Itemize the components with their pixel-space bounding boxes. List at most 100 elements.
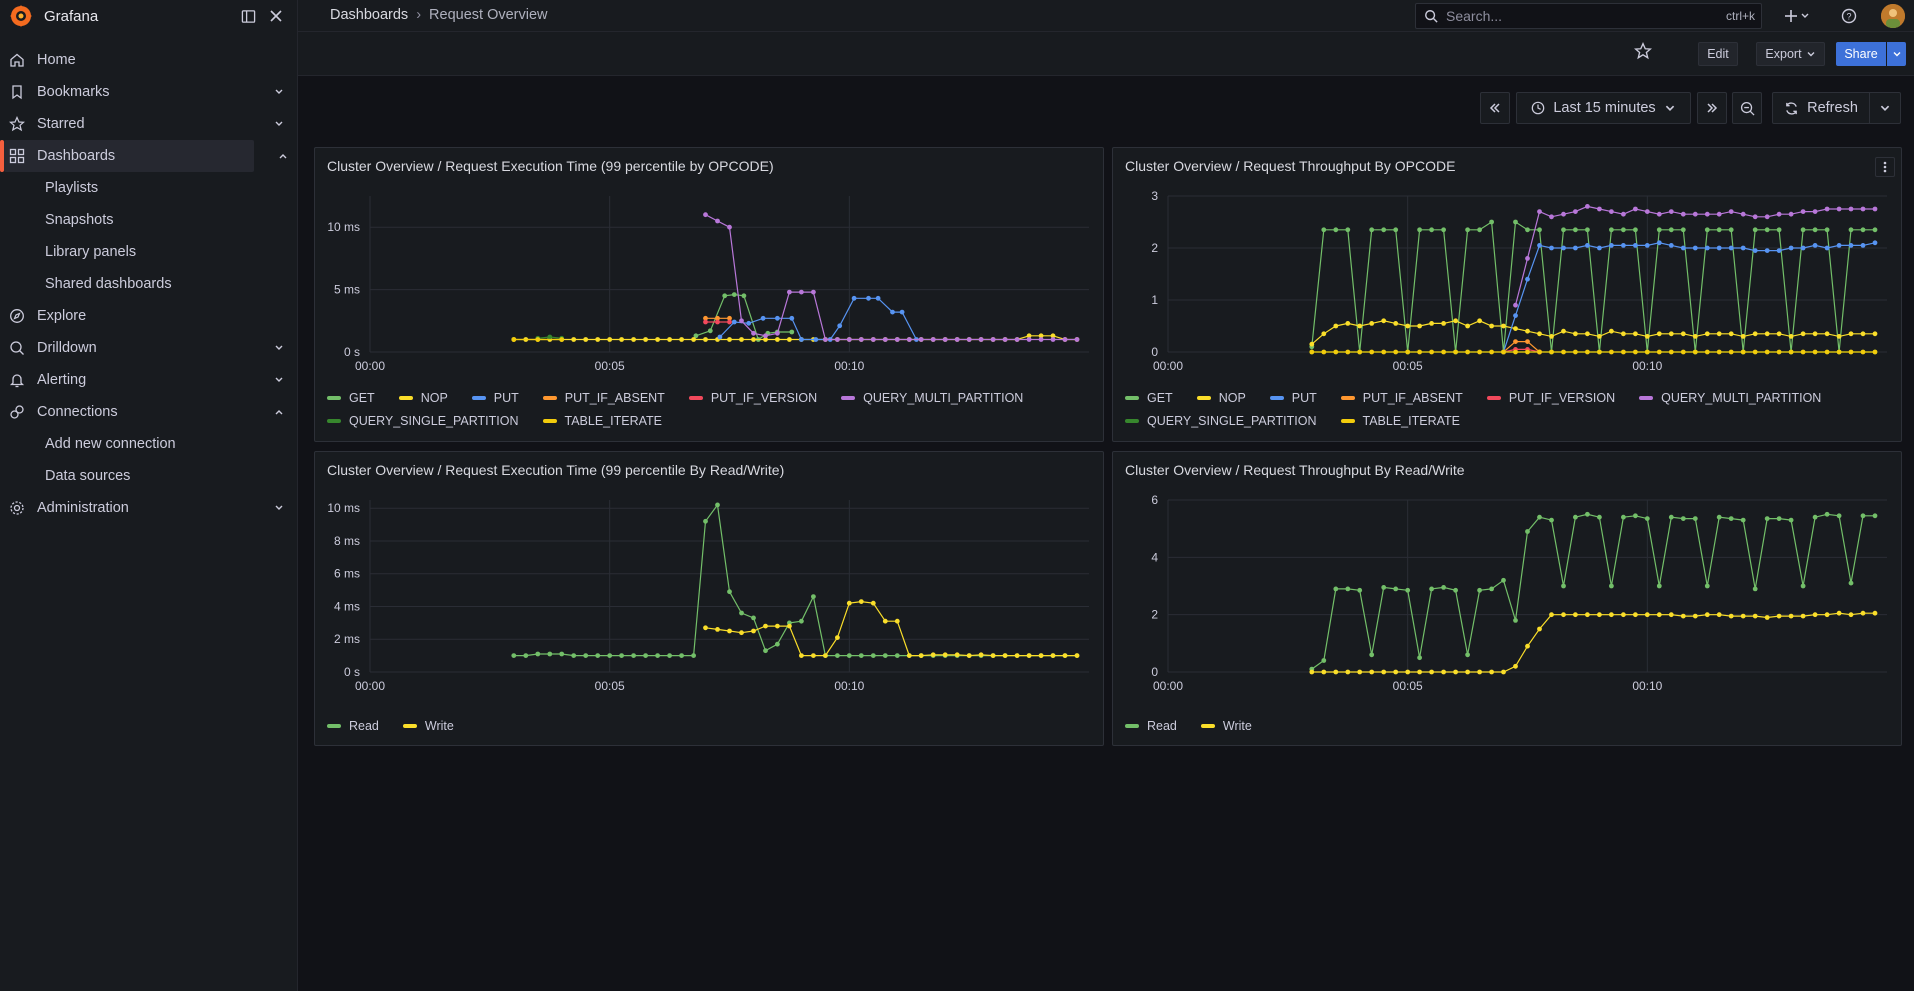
zoom-out-button[interactable] (1732, 92, 1762, 124)
series-write[interactable] (703, 599, 1080, 658)
dashboard-toolbar: Edit Export Share (298, 32, 1914, 76)
panel-throughput-rw[interactable]: Cluster Overview / Request Throughput By… (1112, 451, 1902, 746)
new-menu-button[interactable] (1782, 6, 1812, 26)
share-menu-button[interactable] (1887, 42, 1906, 66)
data-point (731, 319, 737, 325)
search-input[interactable]: Search... ctrl+k (1415, 3, 1762, 29)
help-button[interactable]: ? (1839, 6, 1859, 26)
chevron-down-icon[interactable] (272, 373, 286, 387)
close-menu-button[interactable] (266, 6, 286, 26)
legend-item[interactable]: PUT_IF_ABSENT (542, 386, 665, 409)
nav-sub-add-new-connection[interactable]: Add new connection (45, 436, 176, 452)
legend-swatch (1200, 723, 1215, 728)
series-put[interactable] (717, 295, 919, 342)
time-shift-back-button[interactable] (1480, 92, 1510, 124)
legend-item[interactable]: QUERY_SINGLE_PARTITION (1125, 409, 1317, 432)
series-nop[interactable] (1309, 318, 1878, 347)
time-range-picker[interactable]: Last 15 minutes (1516, 92, 1691, 124)
legend-item[interactable]: GET (1125, 386, 1173, 409)
nav-sub-playlists[interactable]: Playlists (45, 180, 99, 196)
exec-time-opcode-chart[interactable]: 0 s 5 ms 10 ms 00:00 00:05 00:10 (315, 180, 1103, 380)
search-placeholder: Search... (1446, 8, 1503, 24)
series-get[interactable] (1309, 219, 1878, 355)
dock-menu-button[interactable] (238, 6, 258, 26)
refresh-interval-button[interactable] (1869, 92, 1901, 124)
legend-item[interactable]: PUT_IF_ABSENT (1340, 386, 1463, 409)
export-button[interactable]: Export (1756, 42, 1825, 66)
edit-button[interactable]: Edit (1698, 42, 1738, 66)
nav-item-bookmarks[interactable]: Bookmarks (0, 76, 298, 108)
legend-item[interactable]: PUT_IF_VERSION (1486, 386, 1615, 409)
legend-item[interactable]: PUT (471, 386, 519, 409)
series-table-iterate[interactable] (1309, 349, 1878, 355)
mark-favorite-button[interactable] (1633, 42, 1654, 62)
series-query-multi-partition[interactable] (1513, 204, 1878, 308)
legend-item[interactable]: Write (1200, 714, 1252, 737)
data-point (1597, 612, 1602, 618)
series-read[interactable] (1309, 511, 1878, 672)
nav-item-drilldown[interactable]: Drilldown (0, 332, 298, 364)
nav-item-starred[interactable]: Starred (0, 108, 298, 140)
legend-item[interactable]: QUERY_MULTI_PARTITION (841, 386, 1023, 409)
nav-item-alerting[interactable]: Alerting (0, 364, 298, 396)
gear-icon (10, 501, 24, 515)
nav-sub-shared-dashboards[interactable]: Shared dashboards (45, 276, 172, 292)
breadcrumb-dashboards[interactable]: Dashboards (330, 7, 409, 23)
legend-item[interactable]: NOP (398, 386, 448, 409)
legend-item[interactable]: NOP (1196, 386, 1246, 409)
nav-item-dashboards[interactable]: Dashboards (0, 140, 287, 172)
data-point (703, 337, 708, 342)
data-point (813, 337, 819, 342)
legend-item[interactable]: TABLE_ITERATE (1340, 409, 1460, 432)
panel-exec-time-opcode[interactable]: Cluster Overview / Request Execution Tim… (314, 147, 1104, 442)
legend-item[interactable]: PUT (1269, 386, 1317, 409)
legend-item[interactable]: PUT_IF_VERSION (688, 386, 817, 409)
share-button[interactable]: Share (1836, 42, 1886, 66)
chevron-down-icon[interactable] (272, 85, 286, 99)
series-put-if-version[interactable] (703, 319, 732, 325)
legend-item[interactable]: Read (327, 714, 379, 737)
data-point (1026, 337, 1032, 342)
series-write[interactable] (1309, 610, 1878, 675)
throughput-rw-chart[interactable]: 0 2 4 6 00:00 00:05 00:10 (1113, 484, 1901, 700)
panel-throughput-opcode[interactable]: Cluster Overview / Request Throughput By… (1112, 147, 1902, 442)
data-point (1393, 349, 1399, 355)
legend-item[interactable]: GET (327, 386, 375, 409)
nav-item-home[interactable]: Home (0, 44, 298, 76)
data-point (1812, 243, 1818, 248)
panel-exec-time-rw[interactable]: Cluster Overview / Request Execution Tim… (314, 451, 1104, 746)
legend-item[interactable]: QUERY_MULTI_PARTITION (1639, 386, 1821, 409)
x-tick-label: 00:05 (1393, 359, 1423, 373)
throughput-opcode-chart[interactable]: 0 1 2 3 00:00 00:05 00:10 (1113, 180, 1901, 380)
chevron-down-icon[interactable] (272, 117, 286, 131)
series-query-multi-partition[interactable] (703, 212, 1080, 342)
brand[interactable]: Grafana (8, 4, 98, 28)
data-point (1585, 612, 1590, 618)
nav-item-administration[interactable]: Administration (0, 492, 298, 524)
legend-item[interactable]: Read (1125, 714, 1177, 737)
chevron-down-icon[interactable] (272, 501, 286, 515)
series-put[interactable] (1501, 240, 1878, 355)
chevron-down-icon[interactable] (272, 341, 286, 355)
panel-menu-button[interactable] (1875, 157, 1895, 177)
series-put-if-absent[interactable] (703, 315, 732, 321)
nav-sub-library-panels[interactable]: Library panels (45, 244, 137, 260)
data-point (1728, 227, 1734, 233)
chevron-up-icon[interactable] (272, 405, 286, 419)
time-shift-forward-button[interactable] (1697, 92, 1727, 124)
nav-item-explore[interactable]: Explore (0, 300, 298, 332)
legend-item[interactable]: TABLE_ITERATE (542, 409, 662, 432)
legend-item[interactable]: Write (402, 714, 454, 737)
series-read[interactable] (511, 502, 1080, 659)
chevron-up-icon[interactable] (276, 149, 290, 163)
legend-item[interactable]: QUERY_SINGLE_PARTITION (327, 409, 519, 432)
series-table-iterate[interactable] (511, 337, 565, 342)
exec-time-rw-chart[interactable]: 0 s 2 ms 4 ms 6 ms 8 ms 10 ms 00:00 00:05 00:10 (315, 484, 1103, 700)
breadcrumb: Dashboards › Request Overview (330, 7, 548, 23)
avatar[interactable] (1881, 4, 1905, 28)
nav-sub-snapshots[interactable]: Snapshots (45, 212, 114, 228)
data-point (1872, 513, 1878, 519)
refresh-button[interactable]: Refresh (1772, 92, 1870, 124)
nav-sub-data-sources[interactable]: Data sources (45, 468, 131, 484)
nav-item-connections[interactable]: Connections (0, 396, 298, 428)
